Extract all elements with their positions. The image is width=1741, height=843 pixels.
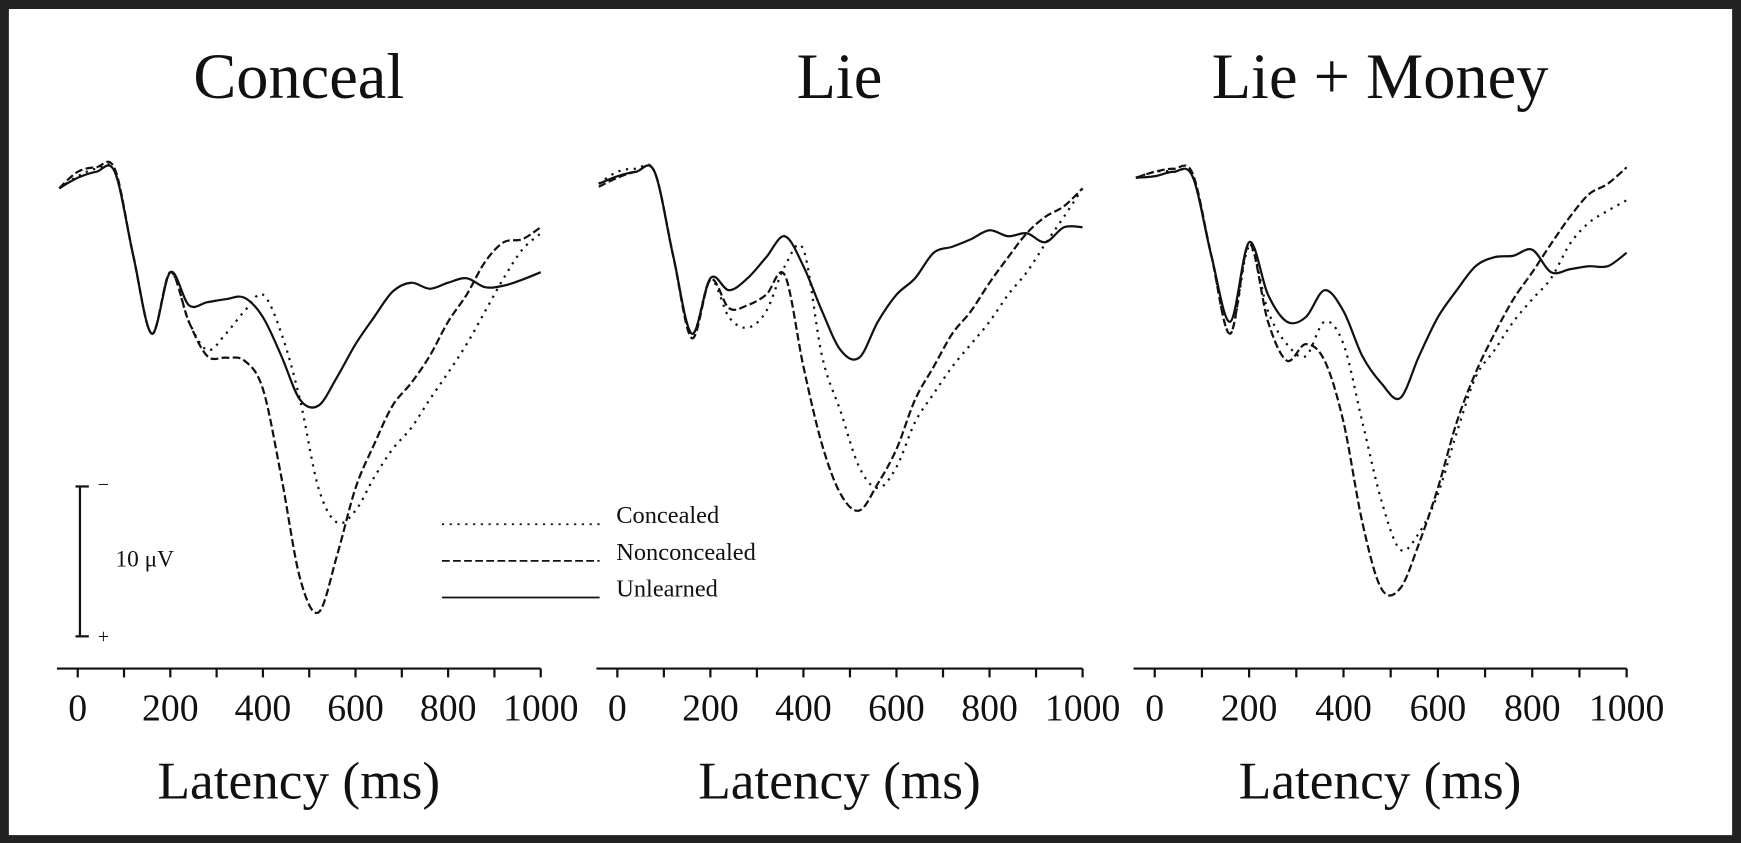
x-tick-label: 400 (1315, 688, 1372, 730)
x-tick-label: 800 (961, 688, 1018, 730)
scale-label: 10 μV (115, 547, 174, 573)
chart-title: Lie (797, 41, 883, 112)
x-tick-label: 600 (868, 688, 925, 730)
canvas (8, 9, 1733, 836)
x-tick-label: 400 (235, 688, 292, 730)
x-tick-label: 0 (68, 688, 87, 730)
erp-line (58, 160, 542, 615)
x-axis-label: Latency (ms) (1239, 751, 1522, 810)
erp-line (58, 163, 542, 525)
chart-title: Conceal (193, 41, 404, 112)
x-tick-label: 800 (1504, 688, 1561, 730)
x-tick-label: 200 (682, 688, 739, 730)
x-tick-label: 1000 (1589, 688, 1665, 730)
x-tick-label: 600 (327, 688, 384, 730)
legend-label: Nonconcealed (616, 539, 756, 566)
x-tick-label: 600 (1410, 688, 1467, 730)
x-tick-label: 800 (420, 688, 477, 730)
x-tick-label: 200 (142, 688, 199, 730)
chart-title: Lie + Money (1212, 41, 1549, 112)
x-tick-label: 1000 (503, 688, 579, 730)
x-tick-label: 1000 (1045, 688, 1121, 730)
erp-line (598, 164, 1084, 512)
x-tick-label: 0 (608, 688, 627, 730)
scale-top-label: − (98, 474, 109, 496)
x-tick-label: 0 (1145, 688, 1164, 730)
erp-line (58, 164, 542, 409)
legend-label: Unlearned (616, 575, 718, 602)
x-tick-label: 200 (1221, 688, 1278, 730)
erp-line (1135, 167, 1628, 401)
x-axis-label: Latency (ms) (158, 751, 441, 810)
legend-label: Concealed (616, 502, 719, 529)
erp-line (598, 164, 1083, 361)
x-axis-label: Latency (ms) (698, 751, 981, 810)
erp-line (1135, 167, 1628, 552)
x-tick-label: 400 (775, 688, 832, 730)
scale-bottom-label: + (98, 626, 109, 648)
